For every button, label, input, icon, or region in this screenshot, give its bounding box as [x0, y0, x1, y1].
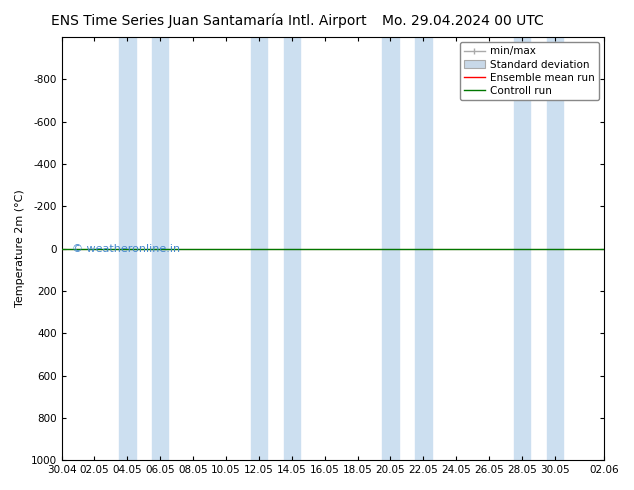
Y-axis label: Temperature 2m (°C): Temperature 2m (°C) — [15, 190, 25, 307]
Text: Mo. 29.04.2024 00 UTC: Mo. 29.04.2024 00 UTC — [382, 14, 544, 28]
Bar — [514, 37, 530, 460]
Text: © weatheronline.in: © weatheronline.in — [72, 244, 181, 254]
Bar — [283, 37, 300, 460]
Bar — [152, 37, 169, 460]
Text: ENS Time Series Juan Santamaría Intl. Airport: ENS Time Series Juan Santamaría Intl. Ai… — [51, 14, 367, 28]
Bar — [415, 37, 432, 460]
Bar — [547, 37, 563, 460]
Bar — [382, 37, 399, 460]
Legend: min/max, Standard deviation, Ensemble mean run, Controll run: min/max, Standard deviation, Ensemble me… — [460, 42, 599, 100]
Bar — [119, 37, 136, 460]
Bar — [250, 37, 267, 460]
